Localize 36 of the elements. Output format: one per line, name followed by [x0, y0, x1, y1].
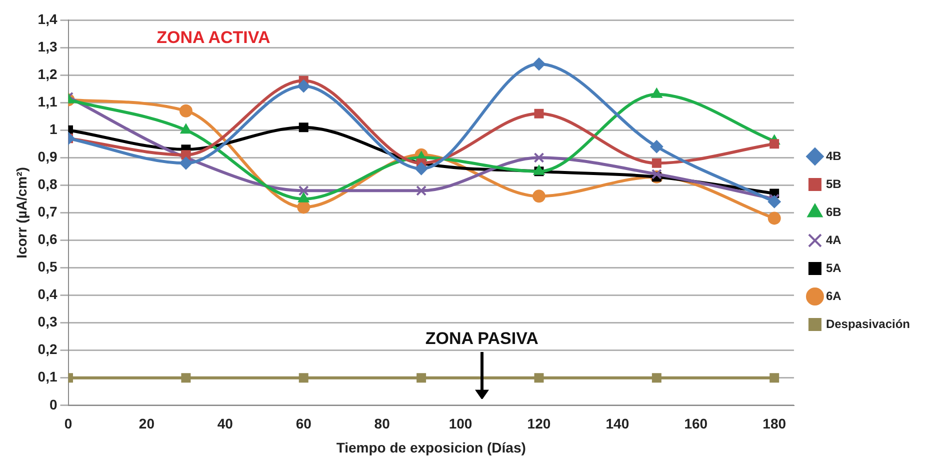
y-tick-label: 1,3	[38, 38, 58, 54]
legend-label: 4A	[826, 232, 842, 247]
y-tick-label: 0,2	[38, 341, 58, 358]
y-tick-label: 1,4	[38, 10, 58, 27]
y-axis-title: Icorr (µA/cm²)	[13, 167, 30, 258]
x-tick-label: 80	[374, 416, 390, 432]
y-tick-label: 0,8	[38, 176, 58, 192]
x-tick-label: 20	[138, 416, 155, 432]
annotation: ZONA ACTIVA	[156, 28, 270, 48]
y-tick-label: 0,4	[38, 286, 58, 302]
annotation: ZONA PASIVA	[425, 328, 538, 348]
legend-label: 5A	[826, 260, 842, 275]
y-tick-label: 0,9	[38, 148, 58, 164]
x-tick-label: 180	[762, 416, 786, 432]
x-tick-label: 0	[64, 416, 72, 432]
legend-label: 6A	[826, 288, 842, 303]
y-tick-label: 0,1	[38, 368, 58, 385]
y-tick-label: 1,1	[38, 93, 58, 110]
y-tick-label: 1,2	[38, 66, 58, 82]
legend-label: 5B	[826, 176, 842, 191]
y-tick-label: 0,3	[38, 314, 58, 330]
legend-label: 6B	[826, 204, 842, 219]
y-tick-label: 0,5	[38, 258, 58, 275]
x-tick-label: 140	[606, 416, 630, 432]
x-tick-label: 160	[684, 416, 708, 432]
y-tick-label: 0,7	[38, 204, 58, 220]
x-tick-label: 60	[296, 416, 312, 432]
legend-label: 4B	[826, 148, 842, 163]
y-tick-label: 0	[49, 396, 58, 412]
legend-label: Despasivación	[826, 316, 910, 331]
x-tick-label: 120	[527, 416, 551, 432]
y-tick-label: 0,6	[38, 231, 58, 248]
x-axis-title: Tiempo de exposicion (Días)	[336, 439, 526, 456]
y-tick-label: 1	[49, 120, 58, 137]
x-tick-label: 100	[448, 416, 472, 432]
x-tick-label: 40	[217, 416, 234, 432]
